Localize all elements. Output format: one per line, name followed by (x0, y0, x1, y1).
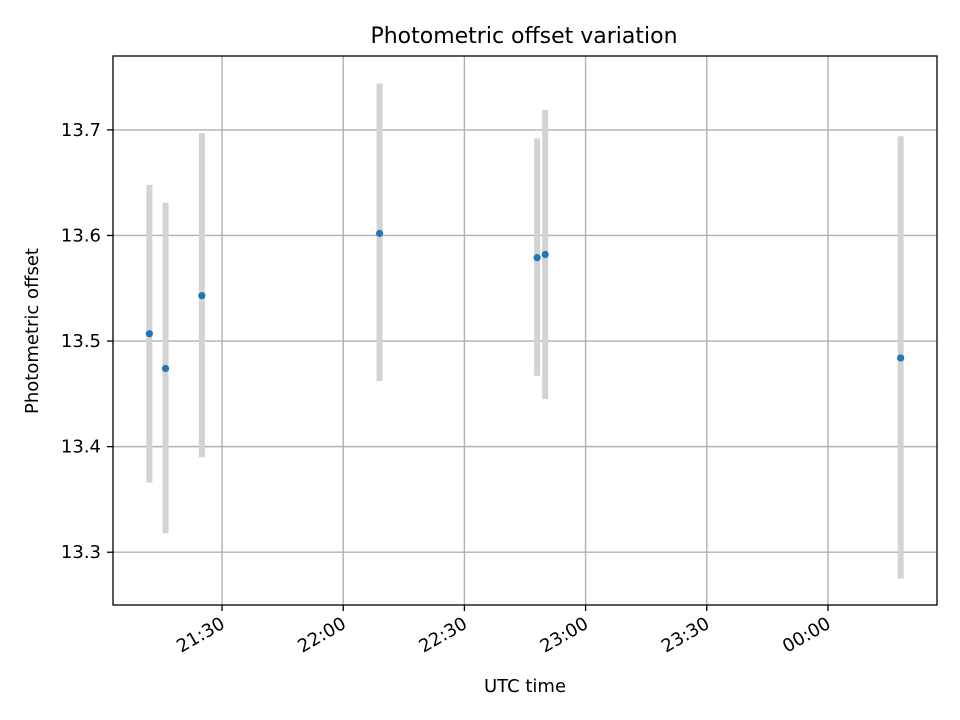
data-point (375, 229, 384, 237)
data-point (533, 254, 541, 262)
data-point (541, 250, 549, 259)
y-tick-label: 13.7 (61, 120, 101, 141)
data-point (161, 364, 170, 373)
plot-frame (112, 55, 938, 606)
data-point (897, 354, 905, 362)
data-point (145, 330, 153, 338)
y-tick-label: 13.6 (61, 225, 101, 246)
chart-title: Photometric offset variation (370, 24, 677, 49)
x-axis-label: UTC time (484, 676, 566, 697)
y-tick-label: 13.4 (61, 437, 101, 458)
y-axis-ticks: 13.3 13.4 13.5 13.6 13.7 (61, 120, 113, 563)
data-points (145, 229, 905, 373)
grid (113, 56, 937, 605)
y-tick-label: 13.3 (61, 542, 101, 563)
y-axis-label: Photometric offset (22, 248, 43, 414)
y-tick-label: 13.5 (61, 331, 101, 352)
data-point (198, 292, 206, 300)
